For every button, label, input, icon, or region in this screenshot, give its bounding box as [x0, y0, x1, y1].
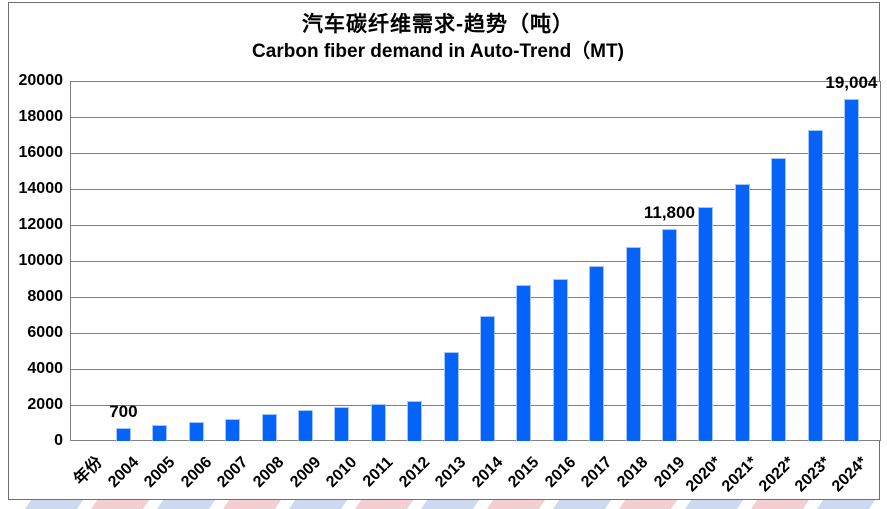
data-label: 19,004 [825, 72, 878, 92]
bar [370, 404, 386, 441]
bar [734, 183, 750, 441]
gridline [70, 261, 881, 262]
bar [297, 409, 313, 441]
bar [479, 315, 495, 441]
gridline [70, 405, 881, 406]
bar [152, 424, 168, 441]
bar [843, 98, 859, 441]
data-label: 700 [109, 402, 138, 422]
gridline [70, 225, 881, 226]
x-axis-label: 2023* [792, 453, 834, 496]
watermark-block [156, 500, 216, 509]
watermark-block [486, 500, 546, 509]
x-axis-label: 2007 [214, 453, 252, 491]
gridline [70, 189, 881, 190]
gridline [70, 333, 881, 334]
gridline [70, 153, 881, 154]
watermark-block [420, 500, 480, 509]
x-axis-label: 2014 [468, 453, 507, 491]
watermark-block [684, 500, 744, 509]
x-axis-label: 2013 [432, 453, 470, 491]
bar [188, 422, 204, 441]
x-axis-label: 2004 [104, 453, 143, 491]
x-axis-label: 2024* [828, 453, 871, 496]
x-axis-title-label: 年份 [71, 453, 106, 489]
data-label: 11,800 [643, 202, 695, 222]
watermark-block [618, 500, 678, 509]
x-axis-label: 2016 [541, 453, 579, 491]
bar [771, 158, 787, 441]
y-axis-label: 6000 [27, 324, 63, 341]
watermark-block [222, 500, 282, 509]
x-axis-label: 2008 [250, 453, 288, 491]
y-axis-label: 14000 [18, 180, 64, 197]
x-axis-label: 2017 [578, 453, 616, 491]
watermark-block [816, 500, 876, 509]
y-axis-label: 2000 [27, 396, 63, 413]
x-axis-label: 2015 [505, 453, 543, 491]
bar [334, 406, 350, 441]
bar [443, 351, 459, 441]
bar [807, 130, 823, 441]
x-axis-label: 2006 [177, 453, 215, 491]
watermark-block [24, 500, 84, 509]
x-axis-label: 2022* [755, 453, 798, 496]
x-axis-label: 2011 [360, 453, 397, 491]
x-axis-label: 2019 [650, 453, 689, 491]
x-axis-label: 2020* [682, 453, 725, 496]
bar [661, 228, 677, 441]
gridline [70, 297, 881, 298]
x-axis-label: 2012 [396, 453, 434, 491]
x-axis-label: 2009 [286, 453, 325, 491]
y-axis-label: 12000 [18, 216, 64, 233]
y-axis-label: 16000 [18, 144, 64, 161]
watermark-block [288, 500, 348, 509]
watermark-block [552, 500, 612, 509]
gridline [70, 117, 881, 118]
y-axis-label: 20000 [18, 72, 64, 89]
bar [225, 418, 241, 441]
bar [625, 246, 641, 441]
gridline [70, 369, 881, 370]
bar [589, 265, 605, 441]
y-axis-label: 18000 [18, 108, 64, 125]
bar [115, 428, 131, 441]
chart-title-en: Carbon fiber demand in Auto-Trend（MT) [252, 41, 624, 62]
y-axis-label: 10000 [18, 252, 64, 269]
bar [407, 401, 423, 441]
bar [516, 285, 532, 441]
bar [698, 207, 714, 441]
watermark-block [90, 500, 150, 509]
y-axis-label: 0 [54, 432, 63, 449]
x-axis-label: 2010 [323, 453, 361, 491]
bar [552, 279, 568, 441]
x-axis-label: 2005 [141, 453, 179, 491]
y-axis-label: 4000 [27, 360, 63, 377]
x-axis-label: 2021* [719, 453, 761, 496]
x-axis-label: 2018 [614, 453, 652, 491]
y-axis-label: 8000 [27, 288, 63, 305]
bar [261, 414, 277, 441]
watermark-block [354, 500, 414, 509]
watermark-block [750, 500, 810, 509]
chart-title-zh: 汽车碳纤维需求-趋势（吨） [302, 13, 574, 36]
